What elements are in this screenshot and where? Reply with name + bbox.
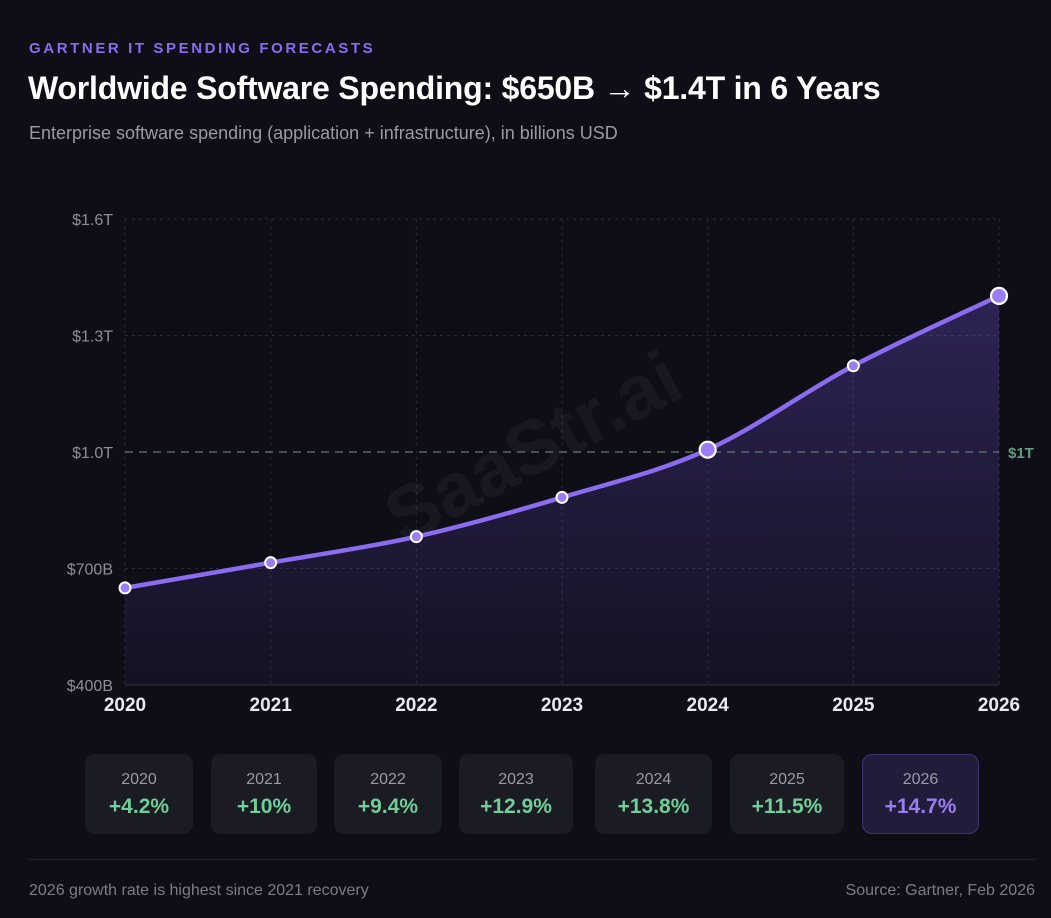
spending-line-chart: SaaStr.ai $1T $400B$700B$1.0T$1.3T$1.6T2… (67, 212, 1034, 716)
growth-card-2024: 2024 +13.8% (595, 754, 712, 834)
growth-card-year: 2024 (635, 771, 672, 788)
growth-card-year: 2022 (370, 771, 406, 788)
x-tick-label: 2024 (687, 695, 730, 716)
growth-card-2025: 2025 +11.5% (730, 754, 844, 834)
footer-note: 2026 growth rate is highest since 2021 r… (29, 882, 369, 899)
area-layer (125, 295, 999, 685)
growth-card-2020: 2020 +4.2% (85, 754, 193, 834)
growth-card-value: +11.5% (751, 795, 823, 818)
data-point (409, 530, 423, 544)
y-tick-label: $1.3T (72, 329, 113, 346)
data-points-layer (118, 286, 1009, 595)
growth-card-value: +4.2% (108, 795, 170, 818)
data-point (264, 556, 278, 570)
data-point (698, 440, 717, 459)
x-tick-label: 2020 (104, 695, 146, 716)
data-point (989, 286, 1009, 305)
growth-card-2023: 2023 +12.9% (459, 754, 573, 834)
footer-divider (29, 859, 1035, 860)
eyebrow-label: GARTNER IT SPENDING FORECASTS (29, 40, 376, 57)
growth-card-value: +12.9% (480, 795, 552, 818)
x-tick-label: 2023 (541, 695, 583, 716)
footer-source: Source: Gartner, Feb 2026 (845, 882, 1035, 899)
growth-card-year: 2025 (769, 771, 805, 788)
growth-card-2022: 2022 +9.4% (334, 754, 442, 834)
x-tick-label: 2021 (250, 695, 293, 716)
growth-card-year: 2020 (121, 771, 157, 788)
page-title: Worldwide Software Spending: $650B → $1.… (28, 70, 881, 106)
x-tick-label: 2025 (832, 695, 875, 716)
series-area-fill (125, 295, 999, 685)
y-tick-label: $1.0T (72, 445, 113, 462)
y-tick-label: $700B (67, 562, 113, 579)
growth-card-value: +10% (236, 795, 292, 818)
growth-card-year: 2021 (246, 771, 282, 788)
growth-card-year: 2023 (498, 771, 534, 788)
x-tick-label: 2022 (395, 695, 437, 716)
growth-cards-row: 2020 +4.2% 2021 +10% 2022 +9.4% 2023 +12.9% 2024… (85, 754, 985, 836)
x-tick-label: 2026 (978, 695, 1020, 716)
growth-card-year: 2026 (902, 771, 939, 788)
growth-card-2021: 2021 +10% (211, 754, 317, 834)
y-tick-label: $1.6T (72, 212, 113, 229)
growth-card-2026: 2026 +14.7% (862, 754, 979, 834)
growth-card-value: +14.7% (884, 795, 957, 818)
axis-labels-layer: $400B $700B $1.0T $1.3T $1.6T 2020 2021 2022 202… (67, 212, 1020, 716)
page-subtitle: Enterprise software spending (applicatio… (29, 123, 618, 143)
growth-card-value: +13.8% (617, 795, 690, 818)
growth-card-value: +9.4% (357, 795, 419, 818)
reference-line-label: $1T (1008, 445, 1034, 462)
reference-line-layer: $1T (125, 445, 1034, 462)
data-point (118, 581, 132, 595)
data-point (555, 490, 569, 504)
data-point (846, 359, 860, 373)
y-tick-label: $400B (67, 678, 113, 695)
